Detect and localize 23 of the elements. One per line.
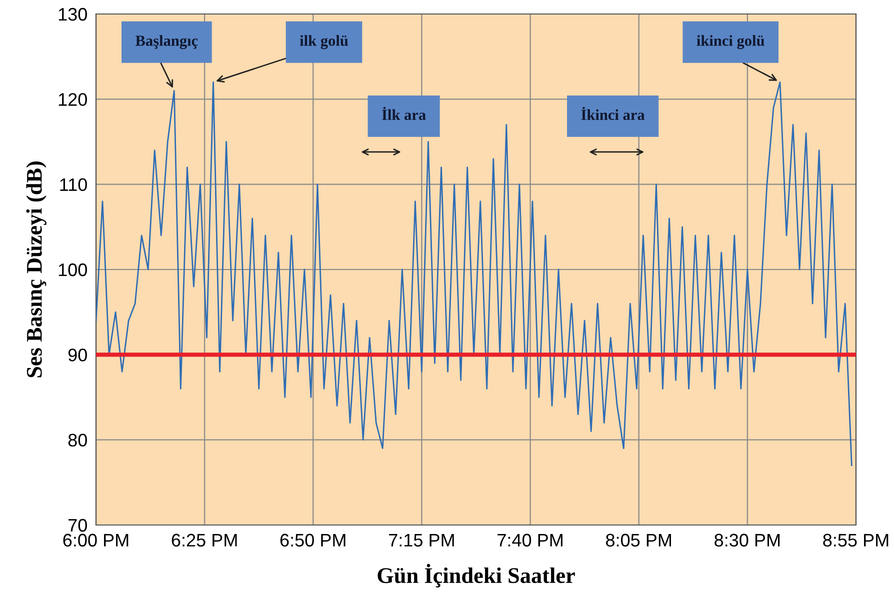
x-tick-label: 8:30 PM	[714, 534, 780, 547]
y-tick-label: 100	[58, 263, 87, 276]
y-tick-label: 130	[58, 8, 87, 21]
x-tick-label: 8:05 PM	[606, 534, 671, 547]
y-tick-label: 70	[68, 518, 87, 532]
y-tick-label: 120	[58, 93, 87, 106]
x-tick-label: 8:55 PM	[823, 534, 888, 547]
y-tick-label: 90	[68, 348, 87, 362]
annotation: İlk ara	[382, 106, 426, 120]
annotation: Başlangıç	[136, 35, 198, 50]
x-tick-label: 6:00 PM	[63, 534, 128, 547]
x-tick-label: 7:15 PM	[389, 534, 454, 547]
y-tick-label: 80	[68, 434, 87, 447]
x-tick-label: 6:50 PM	[280, 534, 346, 547]
annotation: ilk golü	[300, 35, 348, 50]
line-series	[96, 81, 852, 466]
x-tick-label: 7:40 PM	[498, 534, 562, 547]
x-axis-title: Gün İçindeki Saatler	[378, 564, 575, 588]
x-tick-label: 6:25 PM	[172, 534, 237, 547]
y-tick-label: 110	[60, 178, 87, 192]
y-axis-title: Ses Basınç Düzeyi (dB)	[26, 162, 46, 378]
annotation: İkinci ara	[581, 106, 645, 120]
annotation: ikinci golü	[696, 35, 764, 50]
